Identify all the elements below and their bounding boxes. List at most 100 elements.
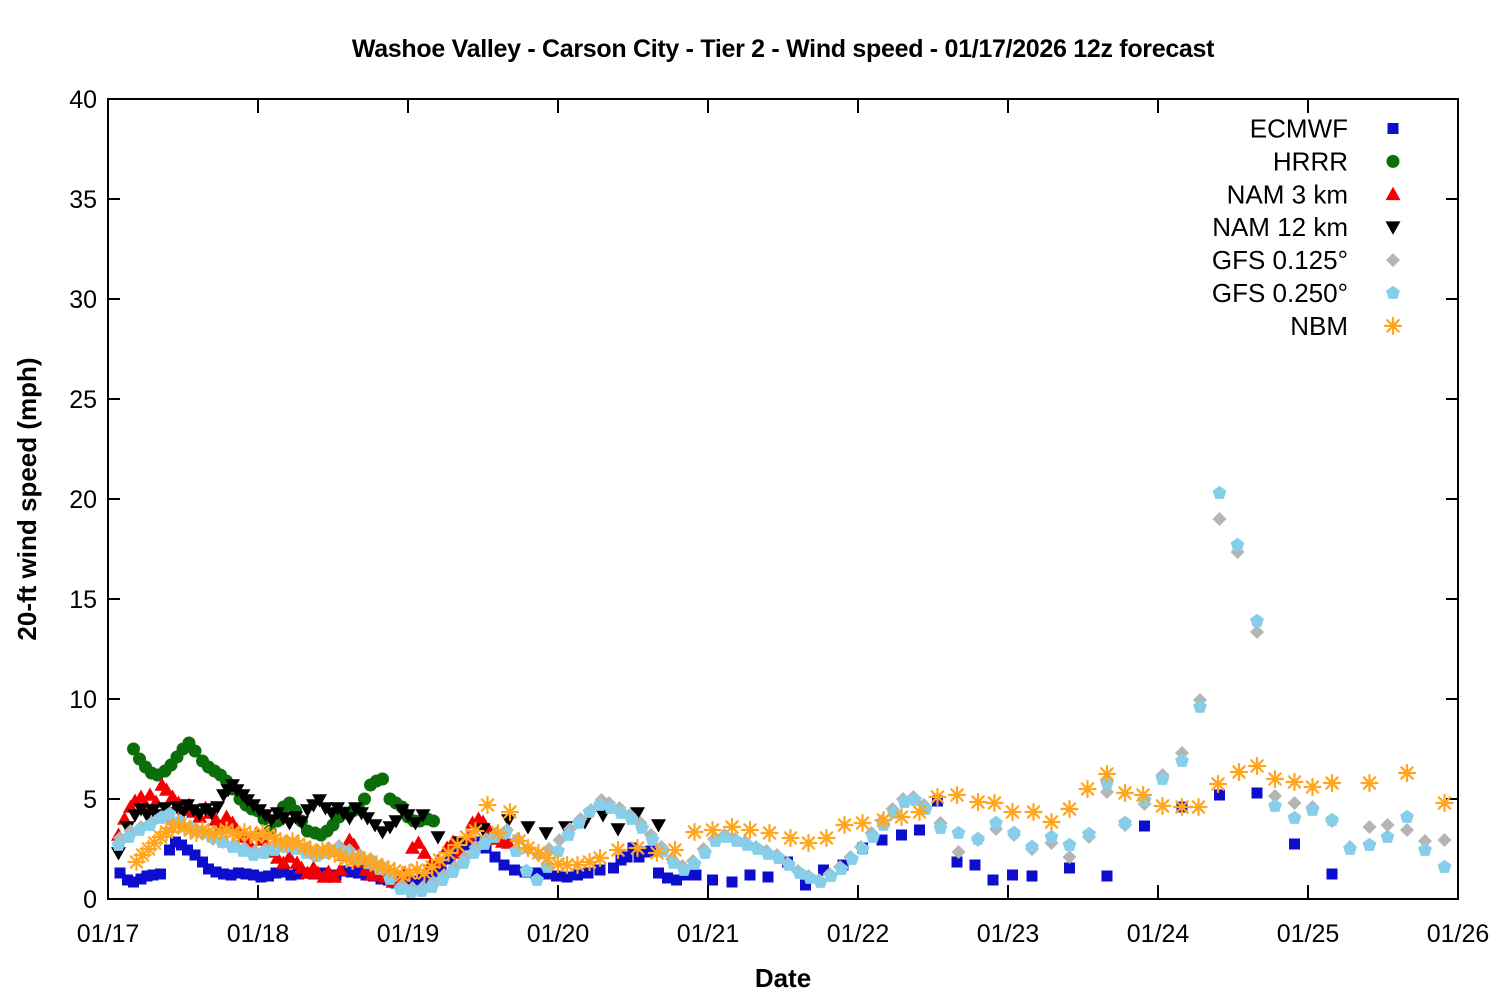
- data-point-pentagon: [813, 874, 828, 888]
- data-point-asterisk: [1042, 812, 1061, 832]
- asterisk-spoke: [531, 846, 546, 860]
- data-point-square: [572, 869, 583, 881]
- data-point-pentagon: [143, 817, 157, 831]
- data-point-square: [744, 869, 756, 881]
- data-point-asterisk: [1229, 762, 1249, 782]
- x-axis-label: Date: [755, 963, 811, 993]
- data-point-pentagon: [845, 851, 859, 865]
- data-point-pentagon: [1250, 613, 1264, 627]
- data-point-triangle-up: [417, 845, 432, 859]
- data-point-pentagon: [122, 829, 136, 843]
- data-point-square: [417, 872, 429, 884]
- y-tick-label: 30: [69, 286, 97, 314]
- y-axis-label: 20-ft wind speed (mph): [12, 357, 42, 640]
- data-point-triangle-up: [282, 849, 297, 863]
- data-point-asterisk: [385, 861, 404, 881]
- asterisk-spoke: [783, 831, 798, 845]
- asterisk-spoke: [521, 841, 535, 855]
- data-point-square: [255, 871, 267, 883]
- data-point-square: [141, 870, 153, 882]
- data-point-pentagon: [1418, 842, 1432, 856]
- data-point-square: [462, 839, 474, 851]
- data-point-pentagon: [561, 827, 576, 841]
- data-point-pentagon: [897, 794, 912, 808]
- data-point-pentagon: [1343, 841, 1357, 855]
- data-point-asterisk: [1360, 773, 1379, 793]
- data-point-triangle-up: [142, 787, 158, 801]
- asterisk-spoke: [987, 796, 1002, 810]
- data-point-pentagon: [866, 829, 880, 843]
- data-point-diamond: [1418, 834, 1432, 848]
- asterisk-spoke: [1386, 319, 1400, 333]
- asterisk-spoke: [237, 825, 252, 839]
- data-point-square: [240, 868, 252, 880]
- data-point-pentagon: [1044, 829, 1059, 843]
- data-point-diamond: [1212, 512, 1227, 526]
- asterisk-spoke: [743, 823, 757, 837]
- asterisk-spoke: [491, 826, 505, 840]
- data-point-asterisk: [1285, 772, 1304, 792]
- data-point-square: [914, 824, 925, 836]
- data-point-pentagon: [635, 820, 649, 834]
- data-point-pentagon: [750, 841, 765, 855]
- data-point-asterisk: [590, 848, 610, 868]
- data-point-asterisk: [1383, 316, 1403, 335]
- legend-label: HRRR: [1273, 146, 1348, 176]
- data-point-pentagon: [425, 879, 439, 893]
- data-point-square: [293, 868, 304, 880]
- data-point-circle: [127, 742, 140, 756]
- data-point-asterisk: [665, 840, 685, 860]
- data-point-square: [876, 834, 888, 846]
- y-tick-label: 20: [69, 486, 97, 514]
- data-point-triangle-down: [400, 809, 416, 823]
- data-point-pentagon: [1175, 753, 1189, 767]
- data-point-square: [621, 851, 633, 863]
- data-point-asterisk: [392, 865, 412, 885]
- asterisk-spoke: [1100, 767, 1114, 781]
- data-point-circle: [188, 744, 202, 758]
- data-point-diamond: [1400, 823, 1414, 837]
- data-point-square: [210, 866, 222, 878]
- x-tick-label: 01/25: [1277, 920, 1340, 948]
- asterisk-spoke: [480, 798, 495, 812]
- data-point-diamond: [1287, 796, 1302, 810]
- data-point-triangle-down: [312, 794, 327, 808]
- data-point-pentagon: [404, 884, 418, 898]
- asterisk-spoke: [291, 837, 306, 851]
- data-point-triangle-down: [282, 817, 297, 831]
- data-point-square: [122, 874, 133, 886]
- asterisk-spoke: [876, 813, 891, 827]
- asterisk-spoke: [195, 823, 210, 837]
- data-points-layer: [111, 485, 1454, 898]
- data-point-square: [633, 851, 645, 863]
- data-point-square: [1214, 789, 1225, 801]
- data-point-asterisk: [722, 817, 742, 837]
- asterisk-spoke: [593, 851, 607, 865]
- asterisk-spoke: [650, 846, 664, 860]
- data-point-triangle-up: [411, 835, 426, 849]
- asterisk-spoke: [971, 795, 985, 809]
- asterisk-spoke: [387, 864, 402, 878]
- asterisk-spoke: [375, 860, 390, 874]
- data-point-square: [653, 867, 664, 879]
- data-point-pentagon: [614, 805, 628, 819]
- data-point-asterisk: [1189, 797, 1208, 817]
- asterisk-spoke: [1362, 776, 1377, 790]
- data-point-square: [1101, 870, 1113, 882]
- data-point-square: [345, 866, 357, 878]
- asterisk-spoke: [395, 868, 409, 882]
- asterisk-spoke: [285, 834, 300, 848]
- asterisk-spoke: [321, 844, 336, 858]
- data-point-pentagon: [551, 843, 565, 857]
- data-point-pentagon: [1193, 699, 1207, 713]
- legend-item-nbm: NBM: [1290, 311, 1403, 341]
- data-point-square: [1007, 869, 1018, 881]
- data-point-pentagon: [719, 829, 733, 843]
- legend-label: NBM: [1290, 311, 1348, 341]
- data-point-pentagon: [530, 872, 544, 886]
- data-point-diamond: [1362, 820, 1377, 834]
- data-point-pentagon: [572, 815, 586, 829]
- data-point-triangle-down: [294, 816, 309, 830]
- asterisk-spoke: [503, 805, 517, 819]
- data-point-square: [818, 864, 829, 876]
